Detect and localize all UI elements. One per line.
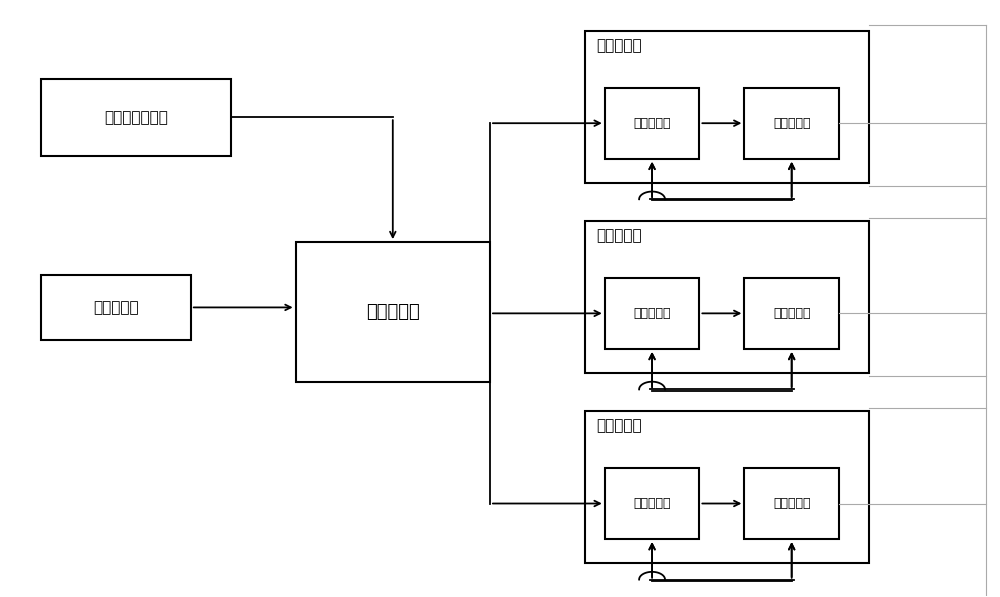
Text: 整星供配电电源: 整星供配电电源	[104, 110, 168, 125]
Text: 第一飞轮对: 第一飞轮对	[597, 38, 642, 53]
Text: 姿态控制器: 姿态控制器	[93, 300, 139, 315]
Text: 第二飞轮体: 第二飞轮体	[773, 497, 810, 510]
Text: 第一飞轮体: 第一飞轮体	[633, 497, 671, 510]
Text: 第二飞轮体: 第二飞轮体	[773, 116, 810, 130]
Bar	[744, 88, 839, 159]
Bar	[585, 221, 869, 373]
Text: 第三飞轮对: 第三飞轮对	[597, 418, 642, 433]
Text: 第二飞轮对: 第二飞轮对	[597, 229, 642, 244]
Text: 第一飞轮体: 第一飞轮体	[633, 116, 671, 130]
Bar	[585, 31, 869, 183]
Bar	[605, 278, 699, 349]
Text: 第一飞轮体: 第一飞轮体	[633, 307, 671, 320]
Bar	[585, 411, 869, 563]
Bar	[605, 468, 699, 539]
Text: 电机控制器: 电机控制器	[366, 303, 420, 321]
Bar	[744, 468, 839, 539]
Bar	[605, 88, 699, 159]
Bar	[41, 275, 191, 340]
Text: 第二飞轮体: 第二飞轮体	[773, 307, 810, 320]
Bar	[744, 278, 839, 349]
Bar	[296, 242, 490, 381]
Bar	[41, 79, 231, 156]
